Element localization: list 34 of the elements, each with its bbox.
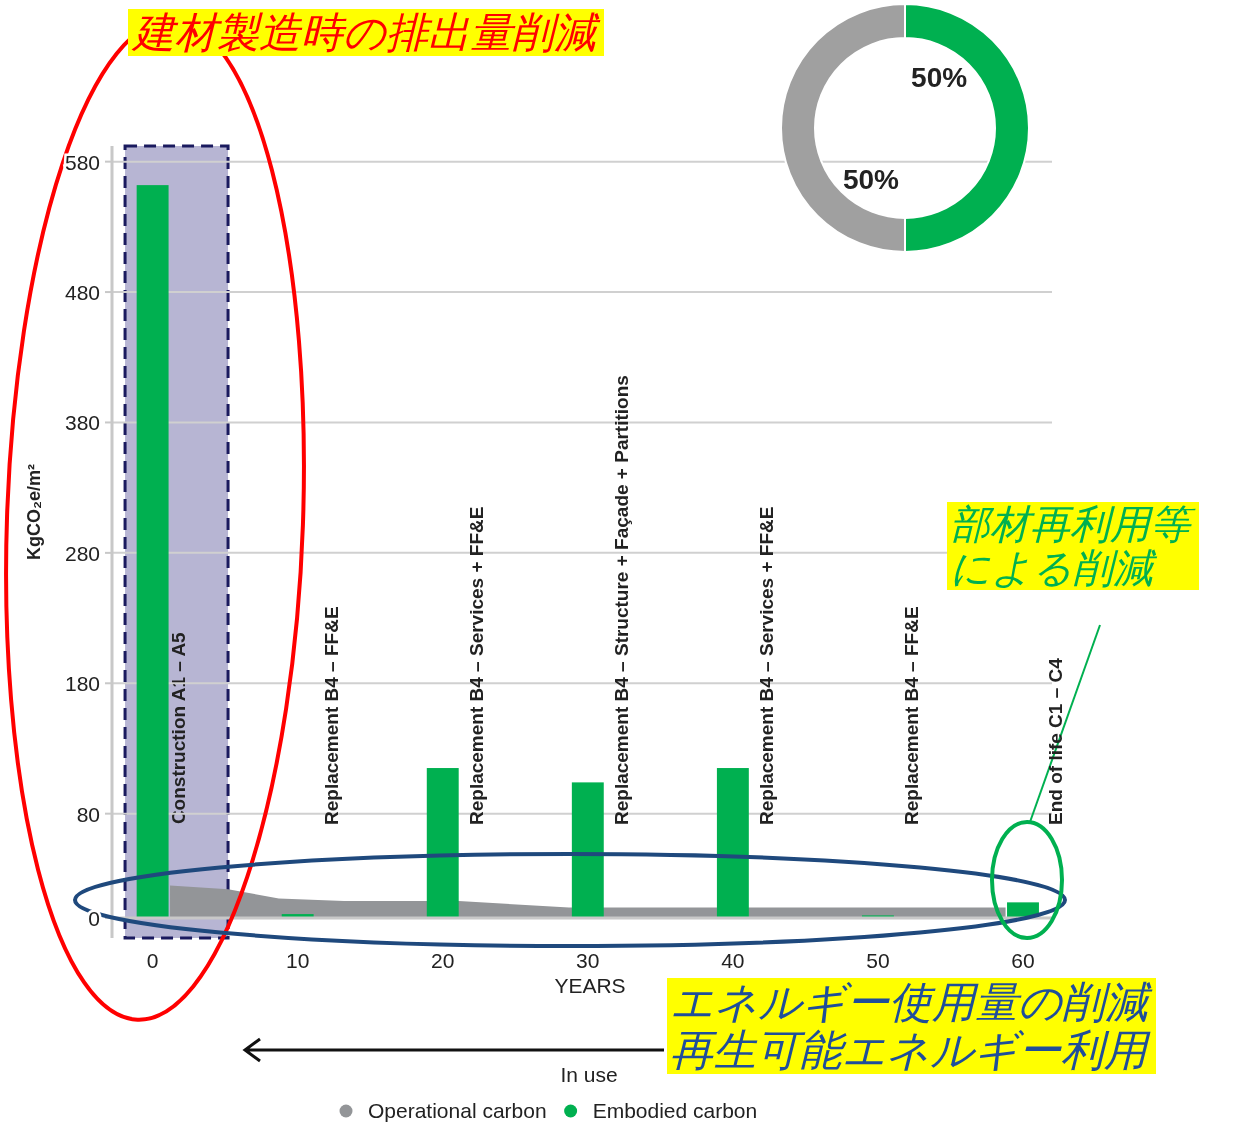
bar xyxy=(716,768,749,918)
bar xyxy=(136,185,169,918)
annotation: 部材再利用等による削減 xyxy=(947,502,1199,590)
annotation: Replacement B4 – Services + FF&E xyxy=(466,506,487,825)
y-tick-label: 580 xyxy=(64,150,100,174)
x-tick-label: 40 xyxy=(721,949,745,972)
annotation: Replacement B4 – Structure + Façade + Partitions xyxy=(611,375,632,825)
annotation: エネルギー使用量の削減再生可能エネルギー利用 xyxy=(667,978,1156,1074)
y-tick-label: 80 xyxy=(76,802,100,826)
annotation: End of life C1 – C4 xyxy=(1045,658,1066,825)
bar xyxy=(571,782,604,918)
y-axis-title: KgCO₂e/m² xyxy=(24,463,44,561)
x-tick-label: 50 xyxy=(866,949,890,972)
annotation: In use xyxy=(560,1063,618,1086)
y-tick-label: 480 xyxy=(64,281,100,305)
x-tick-label: 60 xyxy=(1011,949,1035,972)
x-tick-label: 20 xyxy=(431,949,455,972)
annotation: Replacement B4 – Services + FF&E xyxy=(756,506,777,825)
band-label: Construction A1 – A5 xyxy=(167,631,189,825)
data-label: 50% xyxy=(842,163,900,195)
x-tick-label: 30 xyxy=(576,949,600,972)
annotation: Replacement B4 – FF&E xyxy=(321,606,342,825)
data-label: 50% xyxy=(911,62,968,94)
y-tick-label: 380 xyxy=(64,411,100,435)
annotation: 建材製造時の排出量削減 xyxy=(128,9,604,56)
x-tick-label: 0 xyxy=(146,949,159,972)
x-axis-title: YEARS xyxy=(554,974,626,997)
x-tick-label: 10 xyxy=(286,949,310,972)
legend-label: Embodied carbon xyxy=(592,1099,758,1122)
y-tick-label: 180 xyxy=(64,672,100,696)
y-tick-label: 280 xyxy=(64,541,100,565)
bar xyxy=(426,768,459,918)
annotation: Replacement B4 – FF&E xyxy=(901,606,922,825)
legend-label: Operational carbon xyxy=(368,1099,547,1122)
